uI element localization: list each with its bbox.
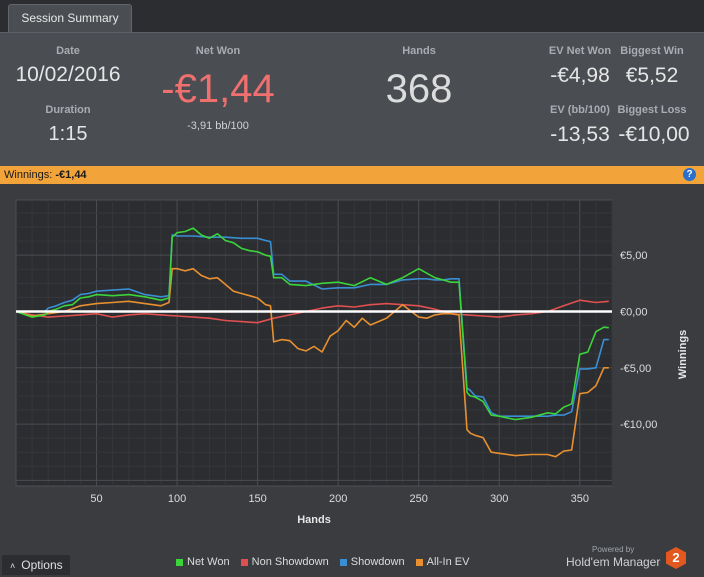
- help-icon[interactable]: ?: [683, 168, 696, 181]
- hands-value: 368: [385, 67, 453, 111]
- legend-swatch: [176, 558, 183, 566]
- chart-legend: Net Won Non Showdown Showdown All-In EV: [176, 556, 477, 568]
- series-line-net-won: [15, 227, 609, 421]
- chart-series: [15, 227, 612, 458]
- ev-bb-label: EV (bb/100): [550, 104, 610, 116]
- x-tick-label: 300: [490, 493, 508, 505]
- x-tick-labels: 50 100 150 200 250 300 350: [90, 493, 589, 505]
- ev-net-won-label: EV Net Won: [548, 45, 612, 57]
- legend-item-all-in-ev[interactable]: All-In EV: [415, 556, 469, 568]
- biggest-loss-label: Biggest Loss: [617, 104, 687, 116]
- x-tick-label: 350: [571, 493, 589, 505]
- x-tick-label: 250: [410, 493, 428, 505]
- date-value: 10/02/2016: [15, 63, 121, 86]
- winnings-title: Winnings: -€1,44: [4, 169, 87, 181]
- legend-item-net-won[interactable]: Net Won: [176, 556, 230, 568]
- y-tick-label: -€10,00: [620, 419, 657, 431]
- chevron-up-icon: ˄: [10, 561, 16, 571]
- x-axis-label: Hands: [297, 514, 331, 526]
- plot-background: [15, 199, 613, 487]
- options-button[interactable]: ˄ Options: [2, 555, 70, 575]
- x-tick-label: 50: [90, 493, 102, 505]
- options-label: Options: [21, 558, 63, 572]
- series-line-non-showdown: [15, 299, 609, 324]
- chart-grid: [15, 200, 613, 486]
- x-tick-label: 200: [329, 493, 347, 505]
- y-tick-label: €5,00: [620, 250, 648, 262]
- hem2-logo-icon: 2: [666, 547, 686, 569]
- summary-panel: Date 10/02/2016 Duration 1:15 Net Won -€…: [0, 32, 704, 167]
- series-line-showdown: [16, 234, 609, 417]
- powered-by-text: Powered by: [592, 545, 635, 554]
- x-tick-label: 100: [168, 493, 186, 505]
- legend-item-showdown[interactable]: Showdown: [339, 556, 405, 568]
- hands-label: Hands: [402, 45, 436, 57]
- chart-area: 50 100 150 200 250 300 350 €5,00 €0,00 -€5,00 -€1…: [0, 184, 704, 577]
- date-label: Date: [56, 45, 80, 57]
- y-tick-labels: €5,00 €0,00 -€5,00 -€10,00: [620, 250, 657, 431]
- duration-label: Duration: [45, 104, 91, 116]
- biggest-win-value: €5,52: [625, 64, 679, 87]
- tab-session-summary[interactable]: Session Summary: [8, 4, 132, 33]
- duration-value: 1:15: [48, 123, 88, 145]
- net-won-value: -€1,44: [161, 67, 275, 111]
- winnings-bar: Winnings: -€1,44 ?: [0, 166, 704, 184]
- biggest-loss-value: -€10,00: [618, 123, 690, 146]
- winnings-value: -€1,44: [55, 169, 87, 181]
- ev-bb-value: -13,53: [550, 123, 610, 146]
- net-won-bb100: -3,91 bb/100: [187, 120, 249, 132]
- net-won-label: Net Won: [195, 45, 241, 57]
- tab-bar: Session Summary: [0, 0, 704, 33]
- legend-swatch: [240, 558, 248, 566]
- biggest-win-label: Biggest Win: [620, 45, 684, 57]
- brand-name: Hold'em Manager: [566, 555, 661, 569]
- ev-net-won-value: -€4,98: [550, 64, 610, 87]
- winnings-chart: 50 100 150 200 250 300 350 €5,00 €0,00 -€5,00 -€1…: [15, 199, 689, 526]
- y-tick-label: €0,00: [620, 306, 648, 318]
- legend-swatch: [339, 558, 347, 566]
- legend-swatch: [415, 558, 423, 566]
- legend-item-non-showdown[interactable]: Non Showdown: [240, 556, 329, 568]
- y-axis-label: Winnings: [677, 330, 689, 379]
- y-tick-label: -€5,00: [620, 363, 651, 375]
- x-tick-label: 150: [248, 493, 266, 505]
- footer: ˄ Options Net Won Non Showdown Showdown A…: [0, 545, 704, 577]
